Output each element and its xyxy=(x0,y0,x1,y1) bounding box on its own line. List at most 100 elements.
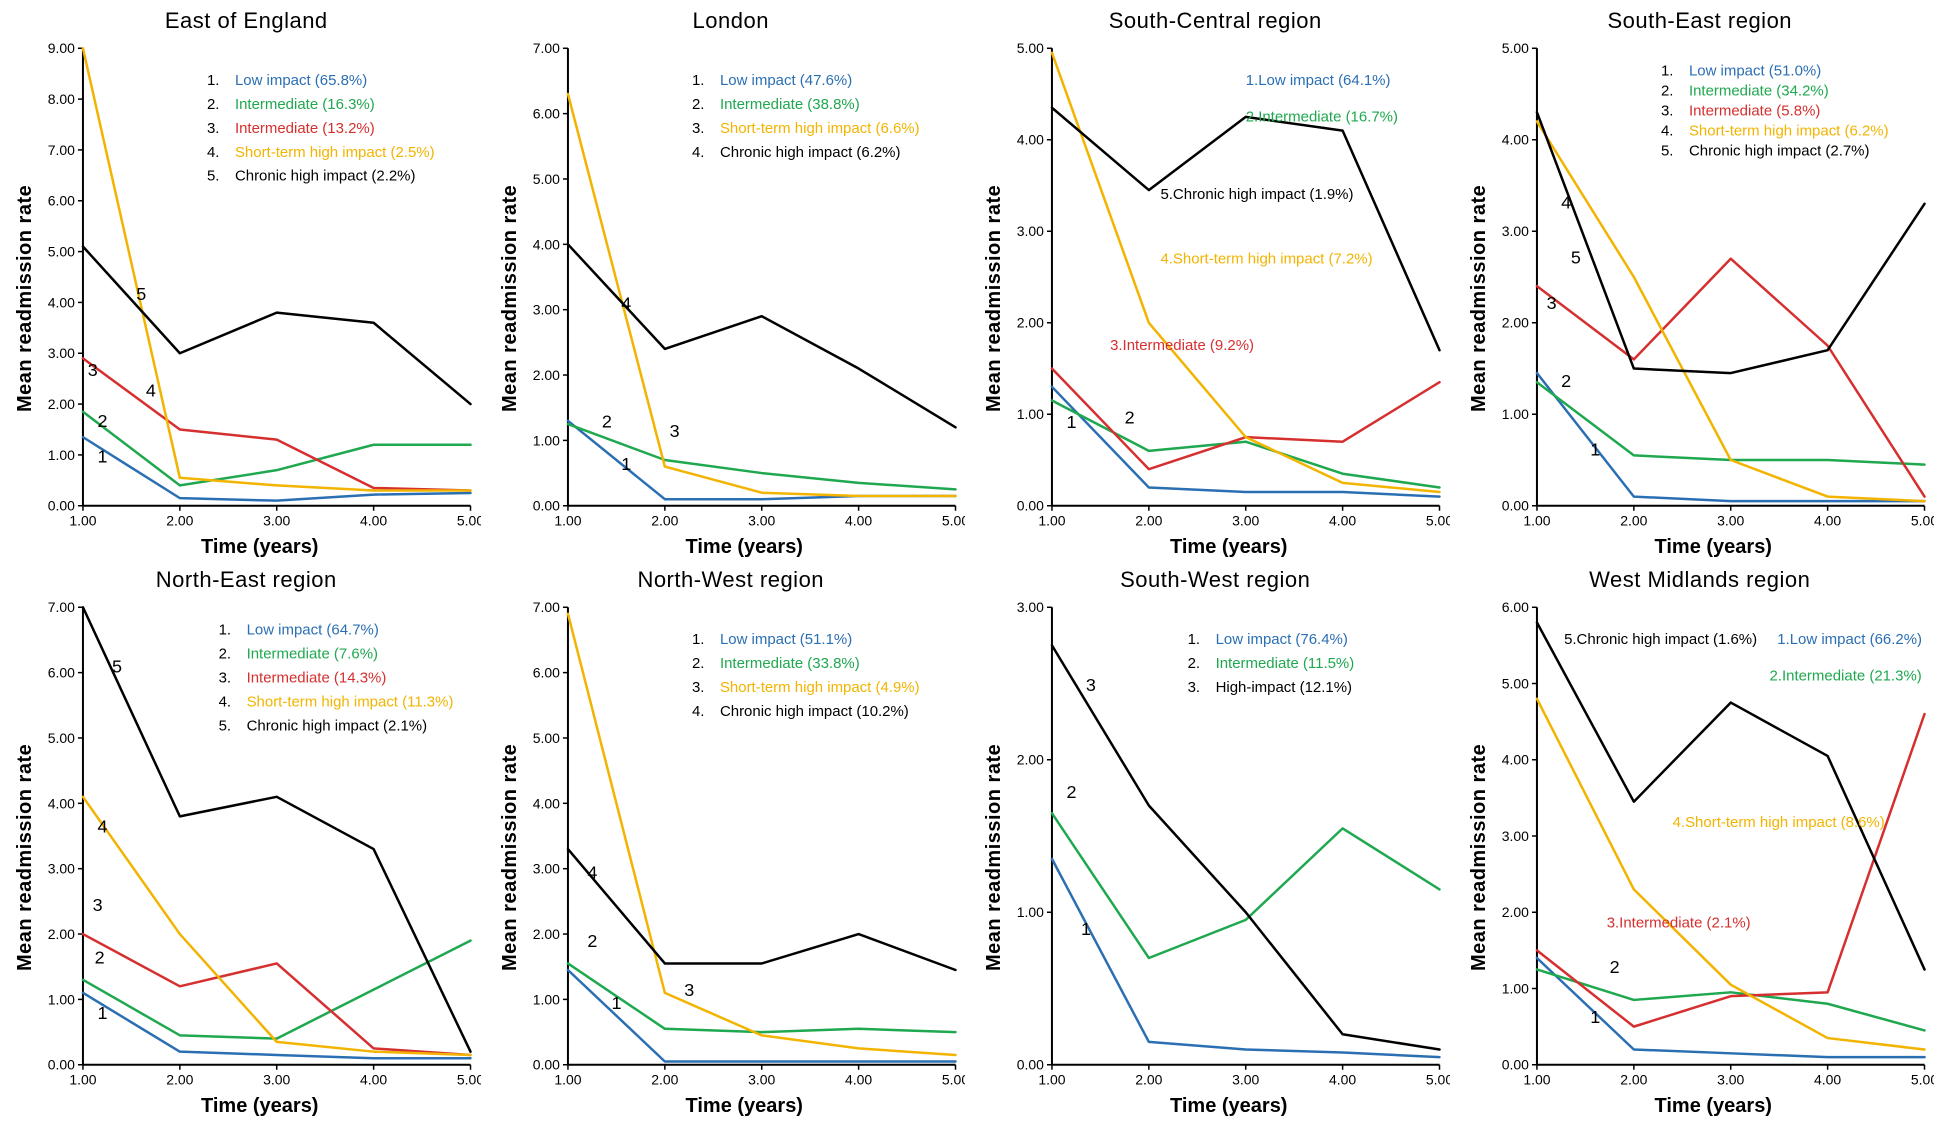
legend-label: Intermediate (7.6%) xyxy=(247,646,378,663)
plot-wrap: Mean readmission rate0.001.002.003.004.0… xyxy=(497,597,966,1118)
chart-svg: 0.001.002.003.004.005.006.001.002.003.00… xyxy=(1493,597,1935,1093)
y-tick-label: 4.00 xyxy=(532,236,559,252)
series-line-2 xyxy=(1052,813,1440,958)
legend-number: 5. xyxy=(207,168,219,185)
series-line-1 xyxy=(1536,373,1924,501)
series-number-label: 2 xyxy=(1561,371,1571,391)
series-line-4 xyxy=(567,849,955,970)
series-number-label: 2 xyxy=(97,411,107,431)
y-tick-label: 1.00 xyxy=(532,991,559,1007)
legend-inline: 2.Intermediate (21.3%) xyxy=(1769,667,1921,684)
plot-area: 0.001.002.003.004.005.006.007.001.002.00… xyxy=(524,597,966,1118)
panel-title: North-East region xyxy=(12,567,481,593)
y-tick-label: 6.00 xyxy=(532,106,559,122)
x-tick-label: 5.00 xyxy=(941,1072,965,1088)
y-tick-label: 9.00 xyxy=(48,40,75,56)
panel-title: London xyxy=(497,8,966,34)
x-tick-label: 2.00 xyxy=(1620,1072,1647,1088)
legend-label: Low impact (51.1%) xyxy=(719,631,851,648)
series-number-label: 1 xyxy=(97,447,107,467)
x-tick-label: 4.00 xyxy=(1329,1072,1356,1088)
chart-panel-south_east: South-East regionMean readmission rate0.… xyxy=(1466,8,1935,559)
plot-wrap: Mean readmission rate0.001.002.003.004.0… xyxy=(981,38,1450,559)
y-axis-label: Mean readmission rate xyxy=(981,38,1008,559)
x-tick-label: 3.00 xyxy=(1232,513,1259,529)
x-tick-label: 2.00 xyxy=(1620,513,1647,529)
panel-title: East of England xyxy=(12,8,481,34)
series-line-5 xyxy=(83,247,471,405)
x-tick-label: 3.00 xyxy=(1717,513,1744,529)
series-number-label: 3 xyxy=(669,421,679,441)
y-tick-label: 0.00 xyxy=(532,498,559,514)
y-tick-label: 2.00 xyxy=(532,367,559,383)
legend-number: 2. xyxy=(691,655,703,672)
plot-wrap: Mean readmission rate0.001.002.003.004.0… xyxy=(1466,597,1935,1118)
plot-area: 0.001.002.003.004.005.006.007.008.009.00… xyxy=(39,38,481,559)
chart-panel-north_east: North-East regionMean readmission rate0.… xyxy=(12,567,481,1118)
chart-svg: 0.001.002.003.004.005.006.007.008.009.00… xyxy=(39,38,481,534)
legend-number: 4. xyxy=(219,694,231,711)
x-tick-label: 4.00 xyxy=(1814,1072,1841,1088)
legend-label: High-impact (12.1%) xyxy=(1216,679,1352,696)
plot-area: 0.001.002.003.004.005.006.001.002.003.00… xyxy=(1493,597,1935,1118)
y-axis-label: Mean readmission rate xyxy=(497,597,524,1118)
series-number-label: 5 xyxy=(112,657,122,677)
x-axis-label: Time (years) xyxy=(524,1093,966,1118)
plot-area: 0.001.002.003.004.005.001.002.003.004.00… xyxy=(1493,38,1935,559)
series-number-label: 1 xyxy=(1590,1007,1600,1027)
legend-label: Short-term high impact (2.5%) xyxy=(235,144,435,161)
chart-panel-london: LondonMean readmission rate0.001.002.003… xyxy=(497,8,966,559)
y-tick-label: 5.00 xyxy=(532,171,559,187)
series-line-5 xyxy=(1052,108,1440,350)
series-line-4 xyxy=(567,244,955,427)
series-number-label: 1 xyxy=(97,1003,107,1023)
svg-holder: 0.001.002.003.004.005.006.007.001.002.00… xyxy=(524,38,966,534)
x-tick-label: 3.00 xyxy=(1717,1072,1744,1088)
y-tick-label: 4.00 xyxy=(532,795,559,811)
chart-panel-north_west: North-West regionMean readmission rate0.… xyxy=(497,567,966,1118)
x-tick-label: 2.00 xyxy=(1135,1072,1162,1088)
series-line-1 xyxy=(567,970,955,1061)
chart-svg: 0.001.002.003.004.005.006.007.001.002.00… xyxy=(39,597,481,1093)
chart-svg: 0.001.002.003.004.005.006.007.001.002.00… xyxy=(524,597,966,1093)
legend-label: Low impact (51.0%) xyxy=(1688,63,1820,80)
legend-number: 1. xyxy=(1660,63,1672,80)
y-tick-label: 1.00 xyxy=(532,432,559,448)
legend-inline: 3.Intermediate (9.2%) xyxy=(1110,337,1254,354)
y-tick-label: 4.00 xyxy=(48,294,75,310)
legend-label: Short-term high impact (6.2%) xyxy=(1688,123,1888,140)
y-tick-label: 6.00 xyxy=(48,193,75,209)
y-tick-label: 0.00 xyxy=(1501,498,1528,514)
y-tick-label: 0.00 xyxy=(1017,498,1044,514)
plot-wrap: Mean readmission rate0.001.002.003.004.0… xyxy=(497,38,966,559)
series-number-label: 1 xyxy=(1081,919,1091,939)
plot-area: 0.001.002.003.001.002.003.004.005.001231… xyxy=(1008,597,1450,1118)
x-tick-label: 2.00 xyxy=(166,1072,193,1088)
x-tick-label: 5.00 xyxy=(1910,1072,1934,1088)
chart-panel-south_central: South-Central regionMean readmission rat… xyxy=(981,8,1450,559)
x-tick-label: 3.00 xyxy=(748,513,775,529)
x-axis-label: Time (years) xyxy=(1493,534,1935,559)
plot-wrap: Mean readmission rate0.001.002.003.001.0… xyxy=(981,597,1450,1118)
y-tick-label: 2.00 xyxy=(1017,752,1044,768)
y-tick-label: 5.00 xyxy=(48,244,75,260)
x-tick-label: 2.00 xyxy=(651,1072,678,1088)
legend-number: 3. xyxy=(691,679,703,696)
legend-inline: 2.Intermediate (16.7%) xyxy=(1246,108,1398,125)
series-number-label: 4 xyxy=(1561,192,1571,212)
legend-label: Low impact (64.7%) xyxy=(247,622,379,639)
legend-label: Low impact (76.4%) xyxy=(1216,631,1348,648)
x-axis-label: Time (years) xyxy=(1008,534,1450,559)
y-tick-label: 7.00 xyxy=(48,599,75,615)
legend-label: Short-term high impact (6.6%) xyxy=(719,120,919,137)
y-tick-label: 4.00 xyxy=(1501,132,1528,148)
series-line-3 xyxy=(1052,369,1440,470)
svg-holder: 0.001.002.003.004.005.006.007.008.009.00… xyxy=(39,38,481,534)
x-tick-label: 5.00 xyxy=(1426,513,1450,529)
x-tick-label: 1.00 xyxy=(1523,513,1550,529)
series-line-2 xyxy=(1052,401,1440,488)
series-number-label: 5 xyxy=(1570,247,1580,267)
y-tick-label: 0.00 xyxy=(1501,1057,1528,1073)
y-tick-label: 5.00 xyxy=(1501,676,1528,692)
y-axis-label: Mean readmission rate xyxy=(12,597,39,1118)
